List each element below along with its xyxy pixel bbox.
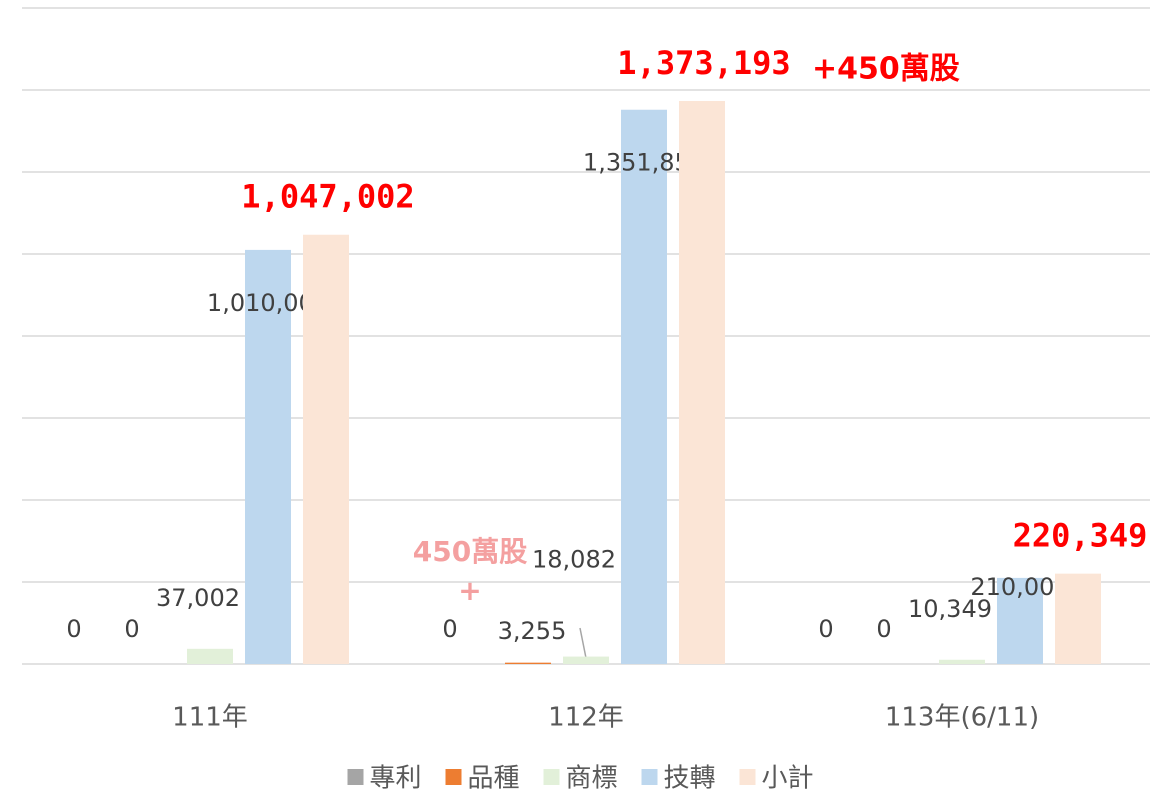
legend-label: 商標 xyxy=(566,764,618,794)
data-label: 1,373,193 xyxy=(617,44,790,82)
data-label: 0 xyxy=(818,615,833,643)
legend-label: 小計 xyxy=(762,764,814,794)
x-tick-label: 112年 xyxy=(548,703,624,733)
annotation: +450萬股 xyxy=(812,52,960,87)
annotation: + xyxy=(458,574,481,607)
data-label: 10,349 xyxy=(908,595,992,623)
bar xyxy=(679,100,725,665)
data-label: 210,000 xyxy=(970,573,1069,601)
data-label: 3,255 xyxy=(498,617,567,645)
legend-swatch xyxy=(445,769,462,785)
data-label: 220,349 xyxy=(1013,517,1148,555)
legend-label: 專利 xyxy=(370,764,422,794)
annotation: 450萬股 xyxy=(413,535,527,568)
bar xyxy=(303,234,349,664)
bar xyxy=(997,577,1043,664)
bar xyxy=(939,659,985,664)
leader-line xyxy=(579,627,587,659)
data-label: 0 xyxy=(124,615,139,643)
data-label: 0 xyxy=(66,615,81,643)
legend-swatch xyxy=(739,769,756,785)
bar xyxy=(505,662,551,664)
x-tick-label: 111年 xyxy=(172,703,248,733)
bar xyxy=(1055,573,1101,664)
legend-label: 品種 xyxy=(468,764,520,794)
bar xyxy=(245,249,291,664)
bar xyxy=(621,109,667,665)
legend-swatch xyxy=(543,769,560,785)
legend-swatch xyxy=(347,769,364,785)
data-label: 0 xyxy=(442,615,457,643)
bar xyxy=(563,656,609,664)
legend-swatch xyxy=(641,769,658,785)
data-label: 0 xyxy=(876,615,891,643)
data-label: 37,002 xyxy=(156,584,240,612)
bar xyxy=(187,648,233,664)
x-tick-label: 113年(6/11) xyxy=(885,703,1039,733)
data-label: 18,082 xyxy=(532,546,616,574)
legend-label: 技轉 xyxy=(664,764,716,794)
data-label: 1,047,002 xyxy=(241,178,414,216)
